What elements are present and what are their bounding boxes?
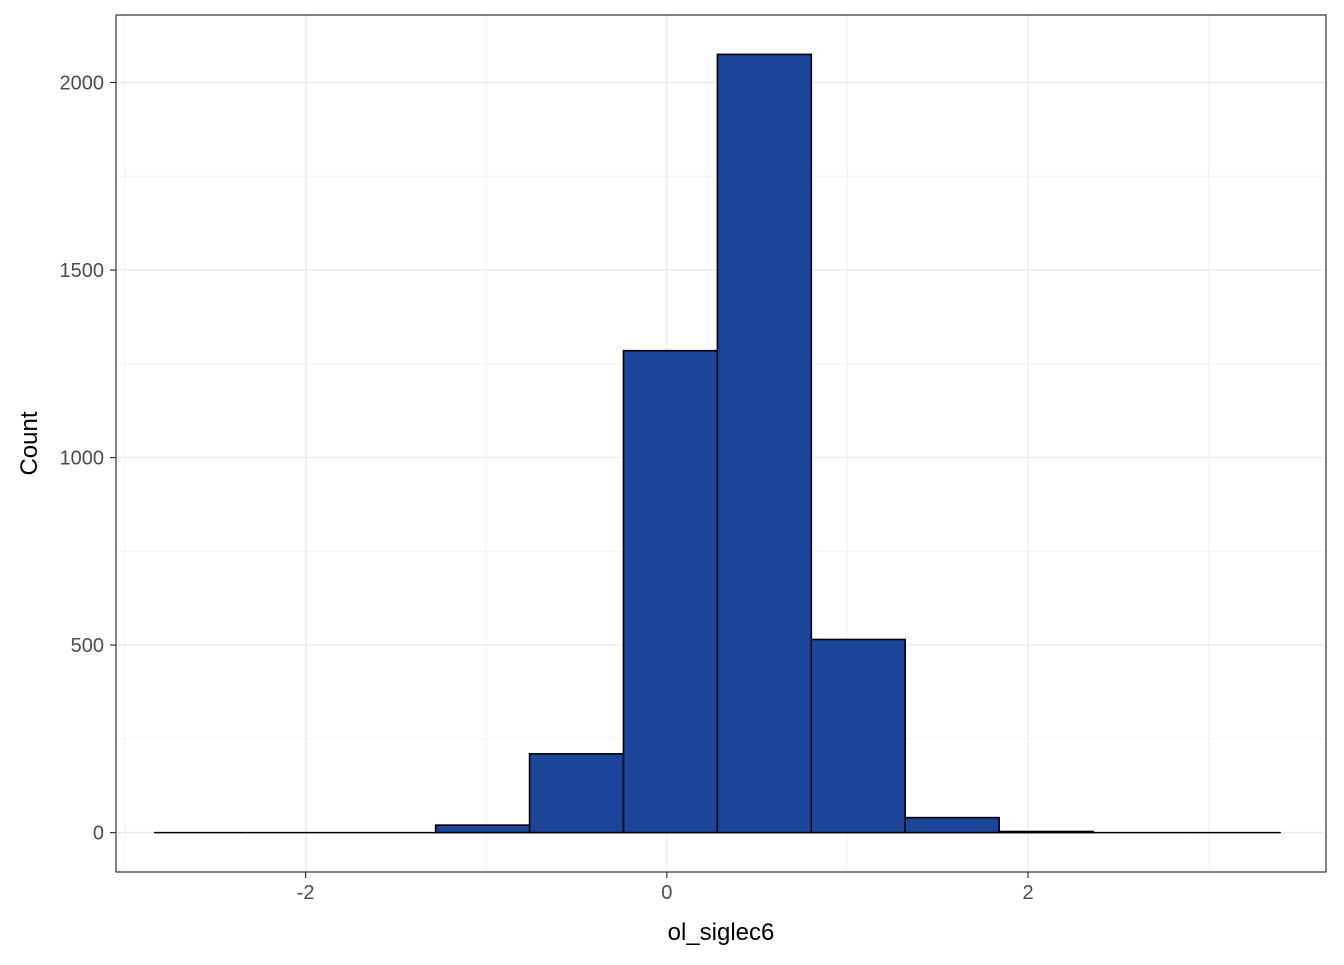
- histogram-bar: [810, 638, 907, 834]
- histogram-bar: [998, 830, 1094, 834]
- y-tick-label: 0: [93, 823, 104, 845]
- y-tick-label: 1500: [60, 260, 105, 282]
- y-tick-label: 2000: [60, 73, 105, 95]
- tick-layer: -2 0 2 0 500 1000 1500 2000: [60, 73, 1034, 904]
- x-tick-label: -2: [297, 882, 315, 904]
- bar-layer: [153, 53, 1281, 834]
- histogram-bar: [622, 349, 719, 834]
- x-axis-title: ol_siglec6: [668, 919, 775, 946]
- y-tick-label: 500: [71, 635, 104, 657]
- x-tick-label: 0: [661, 882, 672, 904]
- y-axis-title: Count: [16, 411, 43, 475]
- y-tick-label: 1000: [60, 448, 105, 470]
- panel-border: [115, 14, 1327, 873]
- histogram-bar: [904, 816, 1000, 834]
- histogram-bar: [434, 824, 531, 834]
- histogram-bar: [716, 53, 813, 834]
- x-tick-label: 2: [1022, 882, 1033, 904]
- histogram-bar: [528, 753, 625, 834]
